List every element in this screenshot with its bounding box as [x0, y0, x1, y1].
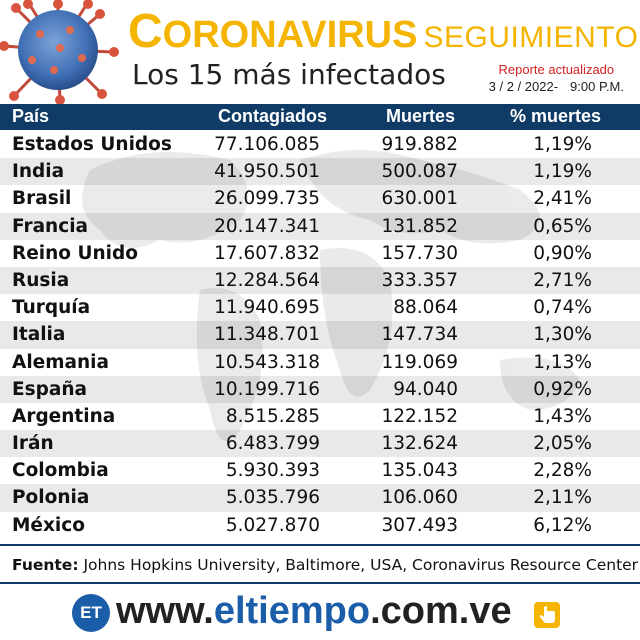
cases-cell: 11.348.701 [214, 324, 320, 346]
cases-cell: 12.284.564 [214, 269, 320, 291]
table-row: Francia 20.147.341 131.852 0,65% [0, 212, 640, 240]
table-row: México 5.027.870 307.493 6,12% [0, 511, 640, 539]
cases-cell: 8.515.285 [225, 405, 320, 427]
deaths-cell: 132.624 [381, 433, 458, 455]
pct-cell: 1,19% [533, 134, 592, 155]
report-time: 9:00 P.M. [570, 79, 624, 94]
header-pct: % muertes [510, 106, 602, 126]
table-row: Alemania 10.543.318 119.069 1,13% [0, 348, 640, 376]
country-cell: Alemania [12, 351, 109, 373]
header: CORONAVIRUS SEGUIMIENTO Los 15 más infect… [0, 0, 640, 104]
pct-cell: 1,43% [533, 405, 592, 427]
hand-pointer-icon [534, 602, 560, 628]
country-cell: Rusia [12, 269, 70, 291]
country-cell: Reino Unido [12, 242, 138, 264]
subtitle: Los 15 más infectados [132, 58, 446, 91]
table-row: Estados Unidos 77.106.085 919.882 1,19% [0, 131, 640, 159]
deaths-cell: 630.001 [381, 188, 458, 210]
report-label: Reporte actualizado [498, 62, 615, 77]
pct-cell: 1,30% [533, 324, 592, 346]
header-deaths: Muertes [386, 106, 456, 126]
deaths-cell: 94.040 [393, 378, 458, 400]
header-cases: Contagiados [218, 106, 328, 126]
table-row: Italia 11.348.701 147.734 1,30% [0, 321, 640, 349]
cases-cell: 17.607.832 [214, 242, 320, 264]
table-row: Polonia 5.035.796 106.060 2,11% [0, 484, 640, 512]
table-header: País Contagiados Muertes % muertes [0, 104, 640, 130]
country-cell: Italia [12, 324, 66, 346]
pct-cell: 0,92% [533, 378, 592, 400]
pct-cell: 6,12% [533, 514, 592, 536]
country-cell: Francia [12, 215, 89, 237]
cases-cell: 5.035.796 [225, 487, 320, 509]
country-cell: Irán [12, 433, 54, 455]
country-cell: Colombia [12, 460, 109, 482]
deaths-cell: 119.069 [381, 351, 458, 373]
deaths-cell: 122.152 [381, 405, 458, 427]
pct-cell: 1,19% [533, 161, 592, 183]
country-cell: Turquía [12, 297, 91, 319]
cases-cell: 10.199.716 [214, 378, 320, 400]
cases-cell: 6.483.799 [225, 433, 320, 455]
pct-cell: 0,65% [533, 215, 592, 237]
cases-cell: 10.543.318 [214, 351, 320, 373]
pct-cell: 0,90% [533, 242, 592, 264]
table-row: India 41.950.501 500.087 1,19% [0, 158, 640, 186]
cases-cell: 41.950.501 [214, 161, 320, 183]
country-cell: Polonia [12, 487, 90, 509]
report-info: Reporte actualizado 3 / 2 / 2022- 9:00 P.… [489, 62, 624, 94]
pct-cell: 1,13% [533, 351, 592, 373]
table-body: Estados Unidos 77.106.085 919.882 1,19% Indi… [0, 131, 640, 539]
et-logo: ET [72, 594, 110, 632]
deaths-cell: 106.060 [381, 487, 458, 509]
deaths-cell: 307.493 [381, 514, 458, 536]
report-date: 3 / 2 / 2022- 9:00 P.M. [488, 79, 624, 94]
table-row: Colombia 5.930.393 135.043 2,28% [0, 457, 640, 485]
country-cell: Estados Unidos [12, 134, 172, 155]
cases-cell: 20.147.341 [214, 215, 320, 237]
coronavirus-icon [0, 0, 119, 104]
pct-cell: 2,28% [533, 460, 592, 482]
deaths-cell: 88.064 [393, 297, 458, 319]
table-row: Reino Unido 17.607.832 157.730 0,90% [0, 239, 640, 267]
cases-cell: 5.027.870 [225, 514, 320, 536]
pct-cell: 2,11% [533, 487, 592, 509]
deaths-cell: 147.734 [381, 324, 458, 346]
cases-cell: 26.099.735 [214, 188, 320, 210]
website-link[interactable]: www.eltiempo.com.ve [116, 590, 512, 632]
source-text: Johns Hopkins University, Baltimore, USA… [83, 556, 639, 574]
source-label: Fuente: [12, 556, 79, 574]
pct-cell: 2,71% [533, 269, 592, 291]
country-cell: España [12, 378, 88, 400]
deaths-cell: 919.882 [381, 134, 458, 155]
table-row: Turquía 11.940.695 88.064 0,74% [0, 294, 640, 322]
deaths-cell: 157.730 [381, 242, 458, 264]
page-title: CORONAVIRUS SEGUIMIENTO [128, 4, 638, 59]
title-seguimiento: SEGUIMIENTO [423, 21, 639, 54]
country-cell: México [12, 514, 85, 536]
pct-cell: 0,74% [533, 297, 592, 319]
cases-cell: 11.940.695 [214, 297, 320, 319]
table-row: Argentina 8.515.285 122.152 1,43% [0, 402, 640, 431]
table-row: Brasil 26.099.735 630.001 2,41% [0, 185, 640, 213]
table-row: Rusia 12.284.564 333.357 2,71% [0, 266, 640, 295]
deaths-cell: 131.852 [381, 215, 458, 237]
table-row: Irán 6.483.799 132.624 2,05% [0, 430, 640, 458]
country-cell: Argentina [12, 405, 116, 427]
ranking-table: País Contagiados Muertes % muertes Estad… [0, 104, 640, 540]
cases-cell: 77.106.085 [214, 134, 320, 155]
source-note: Fuente: Johns Hopkins University, Baltim… [0, 544, 640, 584]
title-coronavirus: CORONAVIRUS [128, 5, 418, 58]
deaths-cell: 333.357 [381, 269, 458, 291]
cases-cell: 5.930.393 [225, 460, 320, 482]
pct-cell: 2,05% [533, 433, 592, 455]
deaths-cell: 135.043 [381, 460, 458, 482]
brand-footer: ET www.eltiempo.com.ve [0, 588, 640, 640]
country-cell: Brasil [12, 188, 72, 210]
country-cell: India [12, 161, 65, 183]
header-country: País [12, 106, 50, 126]
pct-cell: 2,41% [533, 188, 592, 210]
table-row: España 10.199.716 94.040 0,92% [0, 375, 640, 403]
deaths-cell: 500.087 [381, 161, 458, 183]
